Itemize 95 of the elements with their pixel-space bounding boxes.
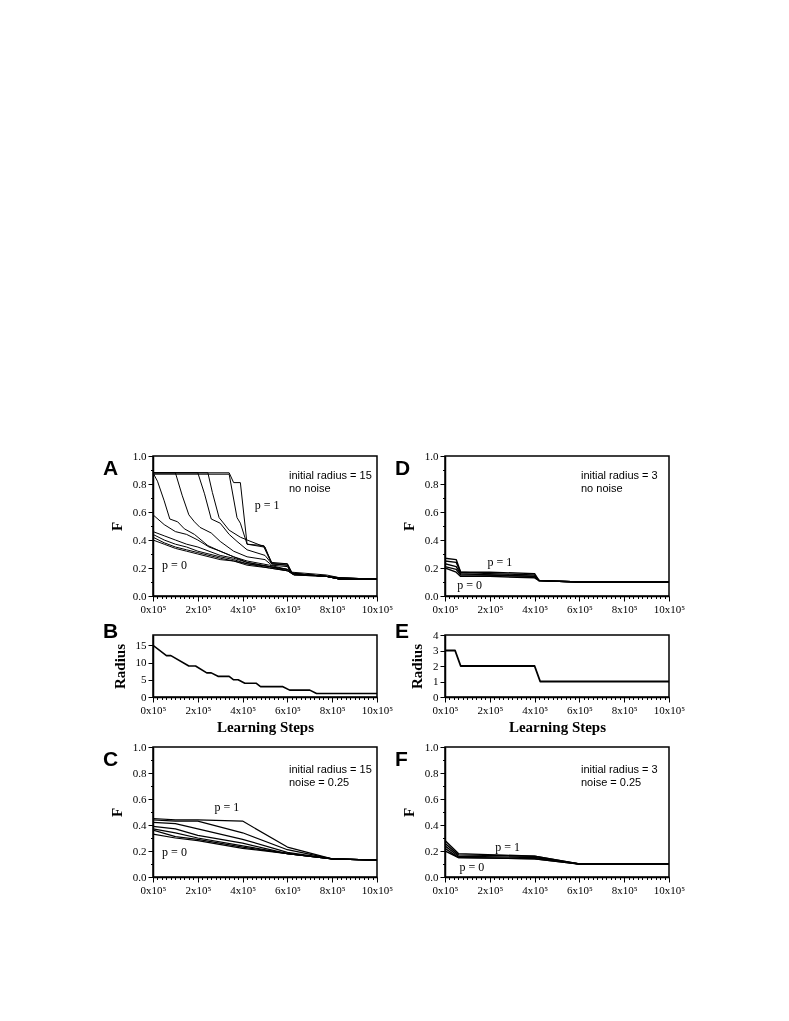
annotation: p = 0 bbox=[459, 859, 485, 874]
y-tick-label: 0.0 bbox=[132, 589, 147, 602]
x-tick-label: 10x10⁵ bbox=[653, 602, 686, 615]
y-tick-label: 4 bbox=[433, 628, 439, 641]
chart-title: A bbox=[103, 456, 119, 479]
x-tick-label: 4x10⁵ bbox=[522, 703, 549, 716]
y-tick-label: 0.0 bbox=[424, 870, 439, 883]
x-tick-label: 4x10⁵ bbox=[522, 883, 549, 896]
annotation: p = 1 bbox=[487, 555, 513, 570]
x-tick-label: 0x10⁵ bbox=[432, 703, 459, 716]
x-tick-label: 2x10⁵ bbox=[477, 703, 504, 716]
y-tick-label: 0.8 bbox=[132, 766, 147, 779]
y-tick-label: 1.0 bbox=[132, 740, 147, 753]
x-tick-label: 0x10⁵ bbox=[432, 883, 459, 896]
y-tick-label: 0.2 bbox=[132, 561, 147, 574]
annotation: p = 0 bbox=[457, 577, 483, 592]
y-axis-title: F bbox=[400, 521, 417, 532]
x-tick-label: 6x10⁵ bbox=[566, 883, 593, 896]
x-tick-label: 2x10⁵ bbox=[185, 602, 212, 615]
annotation: p = 0 bbox=[162, 845, 187, 860]
chart-title: D bbox=[395, 456, 411, 479]
x-tick-label: 6x10⁵ bbox=[566, 703, 593, 716]
x-tick-label: 8x10⁵ bbox=[611, 602, 638, 615]
x-tick-label: 10x10⁵ bbox=[361, 602, 394, 615]
y-tick-label: 0 bbox=[141, 690, 147, 703]
y-axis-title: F bbox=[108, 521, 125, 532]
annotation: p = 0 bbox=[162, 558, 187, 573]
x-tick-label: 4x10⁵ bbox=[230, 703, 257, 716]
y-tick-label: 0.2 bbox=[132, 844, 147, 857]
x-tick-label: 8x10⁵ bbox=[319, 703, 346, 716]
y-tick-label: 0.0 bbox=[424, 589, 439, 602]
chart-title: B bbox=[103, 619, 119, 642]
y-tick-label: 0.4 bbox=[132, 533, 147, 546]
y-tick-label: 2 bbox=[433, 659, 439, 672]
chart-title: E bbox=[395, 619, 410, 642]
y-tick-label: 0.6 bbox=[132, 792, 147, 805]
y-tick-label: 0.8 bbox=[132, 477, 147, 490]
x-tick-label: 4x10⁵ bbox=[230, 602, 257, 615]
x-tick-label: 8x10⁵ bbox=[319, 602, 346, 615]
y-axis-title: Radius bbox=[409, 643, 425, 690]
x-tick-label: 2x10⁵ bbox=[477, 883, 504, 896]
y-tick-label: 1.0 bbox=[424, 740, 439, 753]
y-tick-label: 0.6 bbox=[132, 505, 147, 518]
x-tick-label: 4x10⁵ bbox=[522, 602, 549, 615]
x-tick-label: 0x10⁵ bbox=[140, 703, 167, 716]
x-tick-label: 0x10⁵ bbox=[432, 602, 459, 615]
y-tick-label: 0.8 bbox=[424, 477, 439, 490]
y-tick-label: 0.8 bbox=[424, 766, 439, 779]
chart-title: F bbox=[395, 747, 408, 770]
annotation: initial radius = 3 noise = 0.25 bbox=[580, 762, 658, 788]
x-tick-label: 10x10⁵ bbox=[653, 883, 686, 896]
x-tick-label: 6x10⁵ bbox=[274, 703, 301, 716]
chart-title: C bbox=[103, 747, 119, 770]
x-axis-title: Learning Steps bbox=[216, 718, 315, 735]
x-tick-label: 6x10⁵ bbox=[274, 602, 301, 615]
x-tick-label: 8x10⁵ bbox=[319, 883, 346, 896]
annotation: initial radius = 15 no noise bbox=[288, 469, 372, 494]
x-tick-label: 6x10⁵ bbox=[274, 883, 301, 896]
x-tick-label: 0x10⁵ bbox=[140, 883, 167, 896]
y-axis-title: F bbox=[400, 807, 417, 818]
x-tick-label: 8x10⁵ bbox=[611, 703, 638, 716]
annotation: p = 1 bbox=[214, 799, 240, 814]
x-tick-label: 10x10⁵ bbox=[653, 703, 686, 716]
y-tick-label: 0.0 bbox=[132, 870, 147, 883]
annotation: p = 1 bbox=[495, 840, 521, 855]
y-tick-label: 0.6 bbox=[424, 505, 439, 518]
y-tick-label: 0.4 bbox=[424, 818, 439, 831]
y-tick-label: 15 bbox=[135, 638, 147, 651]
y-tick-label: 3 bbox=[433, 644, 439, 656]
x-tick-label: 6x10⁵ bbox=[566, 602, 593, 615]
y-tick-label: 1.0 bbox=[424, 449, 439, 462]
y-tick-label: 0.2 bbox=[424, 844, 439, 857]
y-tick-label: 0 bbox=[433, 690, 439, 703]
y-tick-label: 0.6 bbox=[424, 792, 439, 805]
x-tick-label: 4x10⁵ bbox=[230, 883, 257, 896]
y-tick-label: 0.4 bbox=[132, 818, 147, 831]
y-axis-title: F bbox=[108, 807, 125, 818]
x-tick-label: 2x10⁵ bbox=[185, 883, 212, 896]
x-axis-title: Learning Steps bbox=[508, 718, 607, 735]
x-tick-label: 0x10⁵ bbox=[140, 602, 167, 615]
y-tick-label: 1.0 bbox=[132, 449, 147, 462]
x-tick-label: 2x10⁵ bbox=[477, 602, 504, 615]
x-tick-label: 10x10⁵ bbox=[361, 883, 394, 896]
annotation: initial radius = 15 noise = 0.25 bbox=[288, 762, 372, 788]
y-tick-label: 0.4 bbox=[424, 533, 439, 546]
y-tick-label: 5 bbox=[141, 673, 147, 686]
y-axis-title: Radius bbox=[111, 643, 128, 690]
y-tick-label: 10 bbox=[135, 656, 147, 669]
annotation: p = 1 bbox=[254, 498, 280, 512]
y-tick-label: 1 bbox=[433, 675, 439, 687]
y-tick-label: 0.2 bbox=[424, 561, 439, 574]
x-tick-label: 10x10⁵ bbox=[361, 703, 394, 716]
x-tick-label: 8x10⁵ bbox=[611, 883, 638, 896]
x-tick-label: 2x10⁵ bbox=[185, 703, 212, 716]
annotation: initial radius = 3 no noise bbox=[580, 469, 658, 494]
